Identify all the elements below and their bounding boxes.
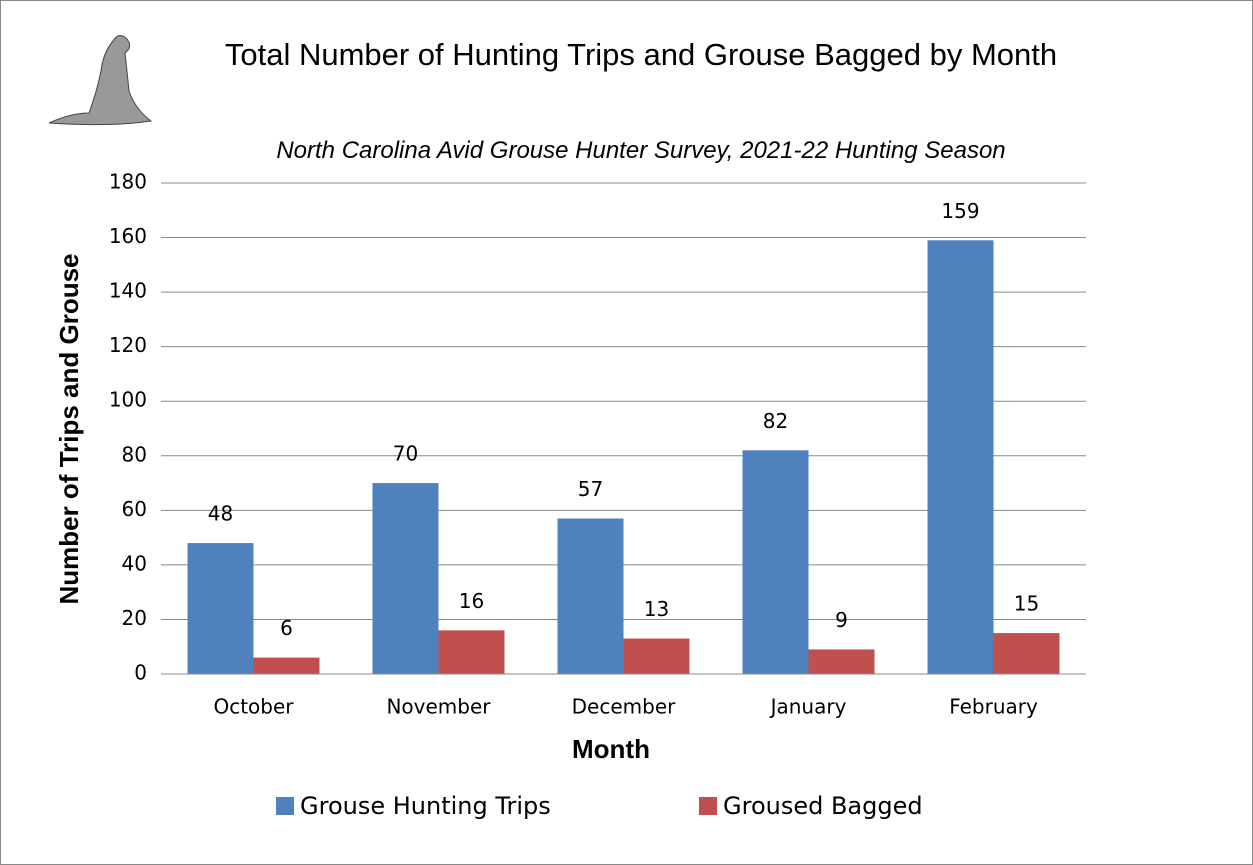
- value-label: 9: [835, 608, 848, 632]
- y-axis-label: Number of Trips and Grouse: [54, 253, 84, 604]
- bar: [187, 543, 254, 674]
- y-tick-label: 180: [109, 170, 147, 194]
- bar: [993, 633, 1060, 674]
- legend-swatch: [276, 797, 294, 815]
- y-tick-label: 140: [109, 279, 147, 303]
- value-label: 16: [459, 589, 484, 613]
- bar: [623, 638, 690, 674]
- grouse-icon: [48, 35, 153, 126]
- legend-label: Grouse Hunting Trips: [300, 792, 551, 820]
- bar: [557, 518, 624, 674]
- value-label: 159: [941, 199, 979, 223]
- value-label: 70: [393, 442, 418, 466]
- y-tick-label: 80: [122, 442, 147, 466]
- value-label: 6: [280, 616, 293, 640]
- legend-label: Groused Bagged: [723, 792, 923, 820]
- x-tick-label: November: [386, 695, 491, 719]
- bar: [742, 450, 809, 674]
- x-tick-label: January: [769, 695, 847, 719]
- value-label: 15: [1014, 592, 1039, 616]
- value-label: 57: [578, 477, 603, 501]
- value-label: 82: [763, 409, 788, 433]
- value-label: 13: [644, 597, 669, 621]
- bar: [438, 630, 505, 674]
- x-tick-label: October: [213, 695, 294, 719]
- y-tick-label: 160: [109, 224, 147, 248]
- x-tick-label: December: [572, 695, 676, 719]
- y-tick-label: 0: [134, 661, 147, 685]
- bar: [253, 657, 320, 674]
- bar: [808, 649, 875, 674]
- x-axis-label: Month: [572, 734, 650, 764]
- y-tick-label: 100: [109, 388, 147, 412]
- y-tick-label: 60: [122, 497, 147, 521]
- y-tick-label: 20: [122, 606, 147, 630]
- bar: [372, 483, 439, 674]
- value-label: 48: [208, 502, 233, 526]
- chart-title: Total Number of Hunting Trips and Grouse…: [224, 37, 1058, 72]
- y-tick-label: 40: [122, 551, 147, 575]
- y-tick-label: 120: [109, 333, 147, 357]
- legend-swatch: [699, 797, 717, 815]
- bar: [927, 240, 994, 675]
- chart-subtitle: North Carolina Avid Grouse Hunter Survey…: [276, 137, 1006, 164]
- x-tick-label: February: [949, 695, 1038, 719]
